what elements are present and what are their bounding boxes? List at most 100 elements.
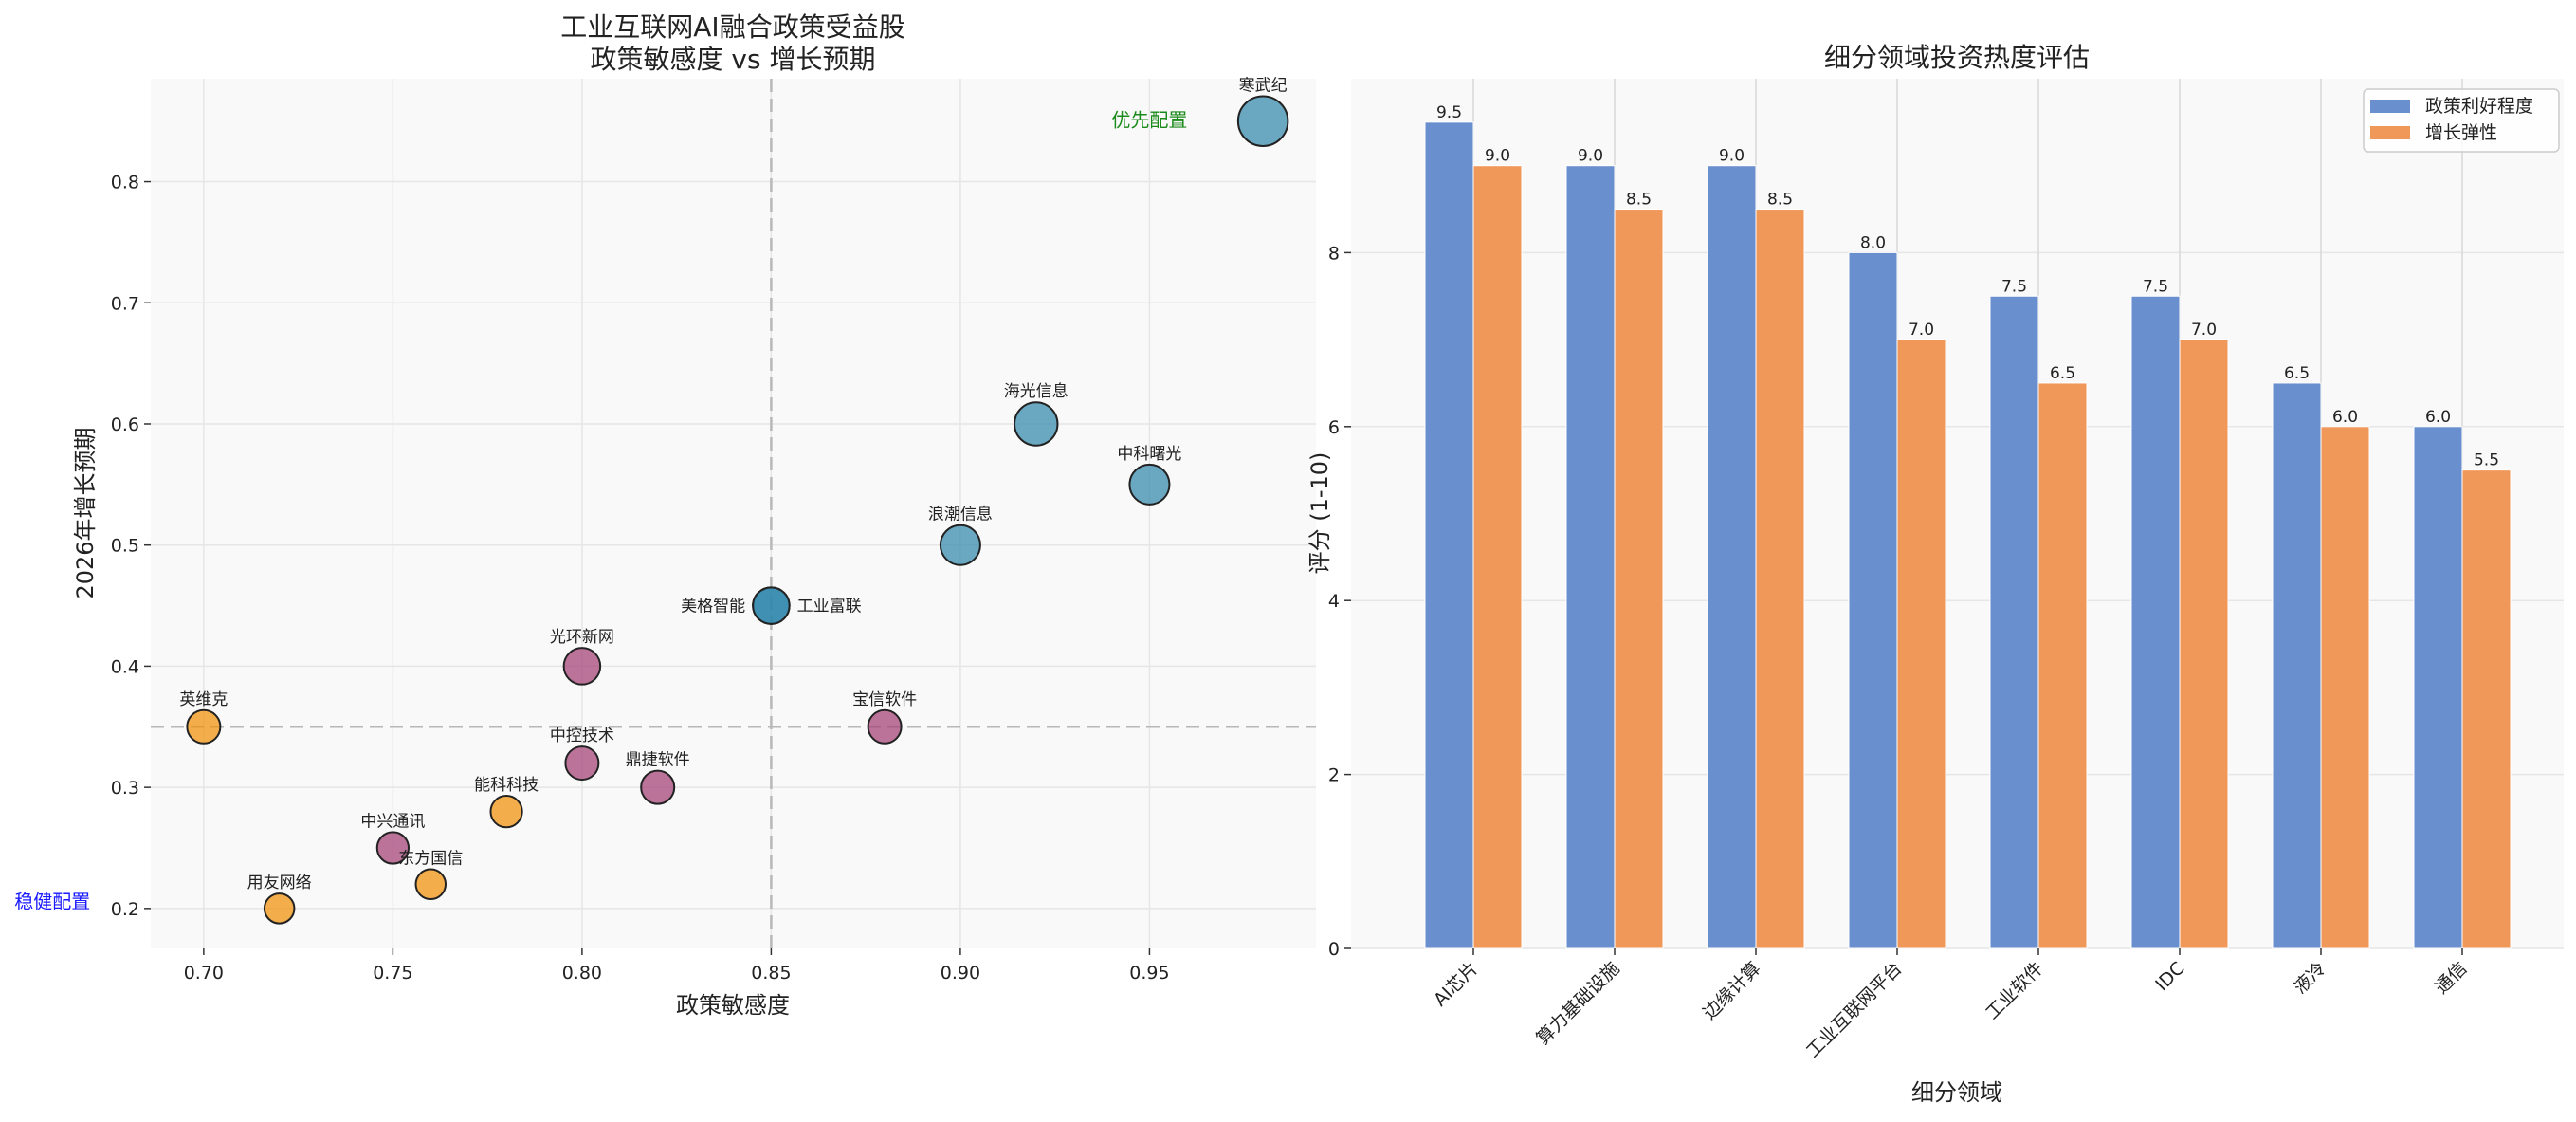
bar-xlabel: 细分领域	[1911, 1079, 2002, 1106]
point-label: 光环新网	[550, 628, 614, 647]
scatter-point	[640, 769, 676, 805]
bar-growth	[1896, 339, 1946, 949]
bar-growth	[2461, 469, 2512, 949]
bar-value-label: 5.5	[2474, 451, 2499, 470]
annotation-stable: 稳健配置	[14, 890, 90, 912]
scatter-xlabel: 政策敏感度	[676, 992, 790, 1019]
legend-label: 政策利好程度	[2425, 96, 2533, 117]
bar-growth	[1755, 209, 1805, 949]
scatter-grid	[151, 79, 1316, 948]
scatter-point	[564, 745, 600, 782]
bar-value-label: 6.0	[2425, 408, 2451, 427]
x-tick-label: 0.80	[562, 963, 602, 984]
bar-policy	[1848, 251, 1898, 949]
point-label: 英维克	[179, 690, 228, 709]
bar-value-label: 8.5	[1767, 191, 1793, 210]
y-tick-label: 0.7	[111, 293, 139, 314]
point-label: 鼎捷软件	[626, 751, 690, 770]
point-label: 海光信息	[1004, 382, 1069, 401]
point-label: 浪潮信息	[928, 506, 993, 524]
x-tick-label: AI芯片	[1430, 958, 1483, 1011]
bars: 9.5 9.0 9.0 8.5 9.0 8.5 8.0 7.0 7.5 6.5 7.5 7.0 6.5 6…	[1424, 103, 2512, 949]
bar-growth	[1614, 209, 1664, 949]
y-tick-label: 6	[1328, 417, 1340, 438]
y-tick-label: 0	[1328, 939, 1340, 960]
point-label: 美格智能	[681, 598, 745, 616]
scatter-point	[1013, 401, 1059, 447]
point-label: 工业富联	[797, 598, 862, 616]
x-tick-label: 液冷	[2290, 958, 2329, 998]
x-tick-label: 0.75	[373, 963, 412, 984]
bar-plot-area	[1351, 79, 2564, 948]
y-tick-label: 0.8	[111, 173, 139, 193]
bar-policy	[2130, 295, 2181, 949]
annotation-priority: 优先配置	[1111, 109, 1187, 132]
y-tick-label: 0.4	[111, 656, 139, 677]
bar-value-label: 7.5	[2143, 277, 2168, 296]
point-label: 用友网络	[247, 874, 312, 892]
bar-policy	[1565, 165, 1616, 949]
x-tick-label: 0.95	[1129, 963, 1169, 984]
bar-policy	[2272, 382, 2322, 949]
bar-ylabel: 评分 (1-10)	[1306, 452, 1333, 575]
bar-value-label: 7.5	[2001, 277, 2027, 296]
bar-policy	[1707, 165, 1757, 949]
y-tick-label: 0.5	[111, 536, 139, 557]
x-tick-label: 工业互联网平台	[1802, 958, 1907, 1062]
y-tick-label: 0.6	[111, 414, 139, 435]
x-tick-label: 算力基础设施	[1532, 958, 1623, 1049]
bar-growth	[2179, 339, 2229, 949]
bar-value-label: 9.0	[1485, 147, 1510, 166]
scatter-axes: 0.70 0.75 0.80 0.85 0.90 0.95 0.2 0.3 0.4 0.5 0.6 0…	[14, 109, 1187, 984]
point-label: 中兴通讯	[360, 812, 425, 831]
bar-value-label: 9.5	[1436, 103, 1462, 122]
y-tick-label: 2	[1328, 765, 1340, 786]
legend-box	[2363, 88, 2560, 153]
point-label: 中科曙光	[1117, 445, 1181, 464]
bar-value-label: 8.0	[1860, 233, 1886, 252]
scatter-point	[939, 524, 981, 566]
point-label: 寒武纪	[1239, 76, 1288, 95]
bar-title: 细分领域投资热度评估	[1824, 42, 2090, 73]
bar-value-label: 7.0	[2191, 321, 2217, 340]
x-tick-label: IDC	[2151, 958, 2188, 995]
x-tick-label: 0.90	[941, 963, 980, 984]
bar-growth	[1472, 165, 1523, 949]
point-label: 能科科技	[474, 776, 539, 795]
point-label: 宝信软件	[852, 690, 917, 709]
point-label: 中控技术	[550, 727, 614, 745]
x-tick-label: 通信	[2431, 958, 2471, 998]
x-tick-label: 0.70	[184, 963, 224, 984]
bar-value-label: 9.0	[1719, 147, 1745, 166]
scatter-point	[263, 892, 296, 925]
scatter-point	[562, 647, 602, 686]
bar-value-label: 6.5	[2284, 364, 2310, 383]
scatter-point	[489, 795, 523, 829]
y-tick-label: 8	[1328, 243, 1340, 264]
bar-chart: 9.5 9.0 9.0 8.5 9.0 8.5 8.0 7.0 7.5 6.5 7.5 7.0 6.5 6…	[1306, 42, 2564, 1106]
bar-value-label: 6.0	[2332, 408, 2358, 427]
scatter-plot-area	[151, 79, 1316, 948]
bar-value-label: 7.0	[1909, 321, 1934, 340]
bar-policy	[2413, 426, 2463, 949]
x-tick-label: 0.85	[751, 963, 791, 984]
point-label: 东方国信	[398, 850, 463, 869]
bar-policy	[1424, 121, 1474, 949]
scatter-point	[375, 831, 411, 865]
scatter-title: 工业互联网AI融合政策受益股	[560, 11, 904, 43]
y-tick-label: 4	[1328, 591, 1340, 612]
scatter-point	[752, 586, 791, 625]
x-tick-label: 工业软件	[1982, 958, 2047, 1023]
scatter-subtitle: 政策敏感度 vs 增长预期	[591, 44, 876, 75]
bar-value-label: 8.5	[1626, 191, 1652, 210]
scatter-point	[186, 708, 222, 745]
scatter-point	[867, 708, 903, 745]
legend-swatch	[2370, 126, 2410, 139]
x-tick-label: 边缘计算	[1699, 958, 1764, 1023]
scatter-point	[1128, 463, 1171, 506]
bar-value-label: 6.5	[2050, 364, 2075, 383]
